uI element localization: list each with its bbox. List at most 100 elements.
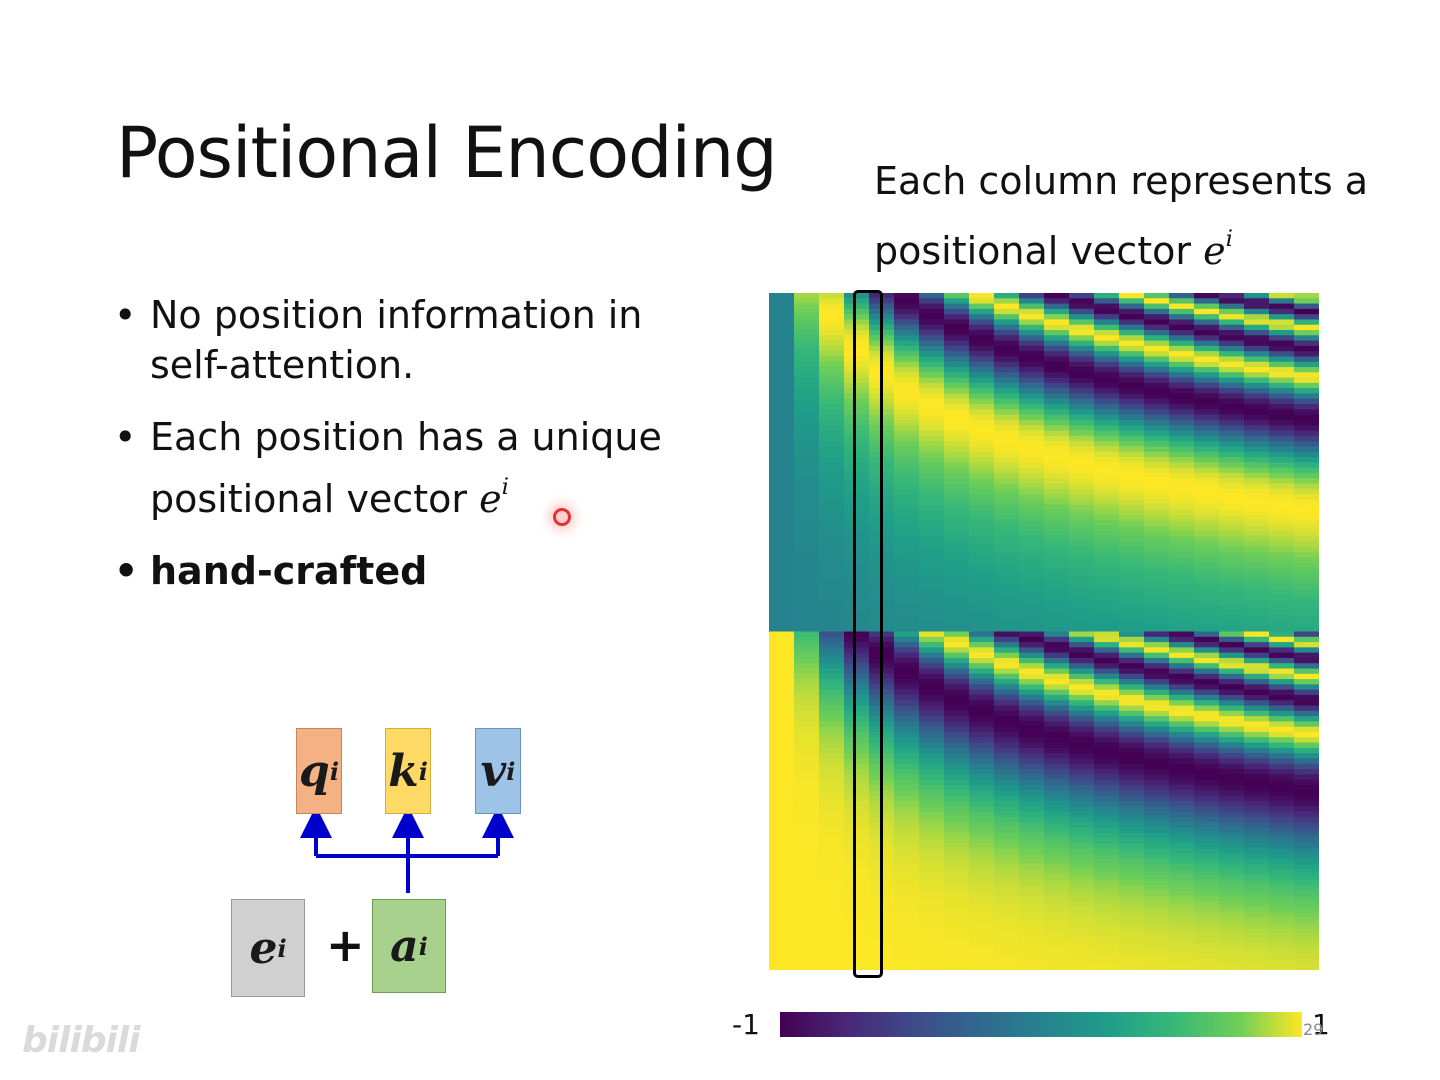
- heatmap-cell: [989, 345, 995, 352]
- heatmap-cell: [889, 515, 895, 522]
- heatmap-cell: [889, 504, 895, 511]
- heatmap-cell: [839, 308, 845, 315]
- heatmap-cell: [1149, 404, 1155, 410]
- heatmap-cell: [1214, 451, 1220, 458]
- heatmap-cell: [944, 314, 950, 321]
- heatmap-cell: [1179, 456, 1185, 463]
- heatmap-cell: [1124, 467, 1130, 474]
- heatmap-cell: [1149, 488, 1155, 495]
- heatmap-cell: [1044, 340, 1050, 347]
- heatmap-cell: [1179, 340, 1185, 347]
- heatmap-cell: [1299, 504, 1305, 511]
- heatmap-cell: [1264, 520, 1270, 527]
- heatmap-cell: [1134, 483, 1140, 490]
- heatmap-cell: [844, 520, 850, 527]
- heatmap-cell: [1029, 303, 1035, 310]
- heatmap-cell: [1184, 478, 1190, 485]
- heatmap-cell: [1249, 314, 1255, 321]
- heatmap-cell: [964, 414, 970, 421]
- heatmap-cell: [1294, 314, 1300, 321]
- heatmap-cell: [824, 525, 830, 532]
- heatmap-cell: [769, 488, 775, 495]
- heatmap-cell: [949, 351, 955, 358]
- heatmap-cell: [1029, 361, 1035, 368]
- heatmap-cell: [1149, 367, 1155, 373]
- heatmap-cell: [829, 393, 835, 400]
- heatmap-cell: [809, 425, 815, 432]
- heatmap-cell: [769, 308, 775, 315]
- heatmap-cell: [1159, 430, 1165, 437]
- heatmap-cell: [1189, 493, 1195, 500]
- heatmap-cell: [944, 414, 950, 421]
- heatmap-cell: [939, 330, 945, 336]
- heatmap-cell: [889, 393, 895, 400]
- heatmap-cell: [1284, 509, 1290, 516]
- heatmap-cell: [939, 472, 945, 479]
- heatmap-cell: [1064, 409, 1070, 416]
- heatmap-cell: [944, 467, 950, 474]
- heatmap-cell: [1119, 430, 1125, 437]
- heatmap-cell: [1034, 467, 1040, 474]
- heatmap-cell: [1009, 435, 1015, 442]
- heatmap-cell: [1054, 483, 1060, 490]
- heatmap-cell: [864, 446, 870, 453]
- heatmap-cell: [1259, 361, 1265, 368]
- heatmap-cell: [1069, 303, 1075, 310]
- heatmap-cell: [1004, 298, 1010, 305]
- heatmap-cell: [1299, 335, 1305, 342]
- heatmap-cell: [1184, 446, 1190, 453]
- heatmap-cell: [959, 314, 965, 321]
- heatmap-cell: [1114, 308, 1120, 315]
- heatmap-cell: [924, 340, 930, 347]
- heatmap-cell: [1269, 393, 1275, 400]
- heatmap-cell: [784, 462, 790, 469]
- heatmap-cell: [1084, 409, 1090, 416]
- heatmap-cell: [1214, 419, 1220, 426]
- heatmap-cell: [1024, 372, 1030, 379]
- heatmap-cell: [799, 356, 805, 363]
- heatmap-cell: [784, 451, 790, 458]
- heatmap-cell: [829, 509, 835, 516]
- heatmap-cell: [1074, 430, 1080, 437]
- heatmap-cell: [954, 404, 960, 410]
- heatmap-cell: [1144, 462, 1150, 469]
- heatmap-cell: [1159, 478, 1165, 485]
- heatmap-cell: [1004, 456, 1010, 463]
- heatmap-cell: [1199, 361, 1205, 368]
- heatmap-cell: [1209, 351, 1215, 358]
- heatmap-cell: [1104, 303, 1110, 310]
- heatmap-cell: [949, 293, 955, 299]
- heatmap-cell: [1259, 298, 1265, 305]
- heatmap-cell: [1104, 435, 1110, 442]
- heatmap-cell: [999, 356, 1005, 363]
- heatmap-cell: [789, 430, 795, 437]
- heatmap-cell: [1034, 314, 1040, 321]
- heatmap-cell: [1214, 298, 1220, 305]
- heatmap-cell: [1144, 488, 1150, 495]
- heatmap-cell: [819, 361, 825, 368]
- heatmap-cell: [844, 345, 850, 352]
- heatmap-cell: [1094, 483, 1100, 490]
- heatmap-cell: [1284, 393, 1290, 400]
- heatmap-cell: [1054, 351, 1060, 358]
- heatmap-cell: [979, 351, 985, 358]
- heatmap-cell: [1084, 388, 1090, 395]
- heatmap-cell: [1029, 345, 1035, 352]
- heatmap-cell: [924, 367, 930, 373]
- heatmap-cell: [944, 293, 950, 299]
- heatmap-cell: [1014, 319, 1020, 326]
- heatmap-cell: [839, 499, 845, 506]
- heatmap-cell: [1174, 456, 1180, 463]
- heatmap-cell: [1074, 340, 1080, 347]
- heatmap-cell: [809, 472, 815, 479]
- heatmap-cell: [934, 419, 940, 426]
- heatmap-cell: [1249, 324, 1255, 331]
- heatmap-cell: [1119, 382, 1125, 389]
- heatmap-cell: [1219, 372, 1225, 379]
- heatmap-cell: [1249, 356, 1255, 363]
- heatmap-cell: [989, 319, 995, 326]
- heatmap-cell: [1239, 356, 1245, 363]
- heatmap-cell: [894, 430, 900, 437]
- heatmap-cell: [1284, 345, 1290, 352]
- heatmap-cell: [884, 398, 890, 405]
